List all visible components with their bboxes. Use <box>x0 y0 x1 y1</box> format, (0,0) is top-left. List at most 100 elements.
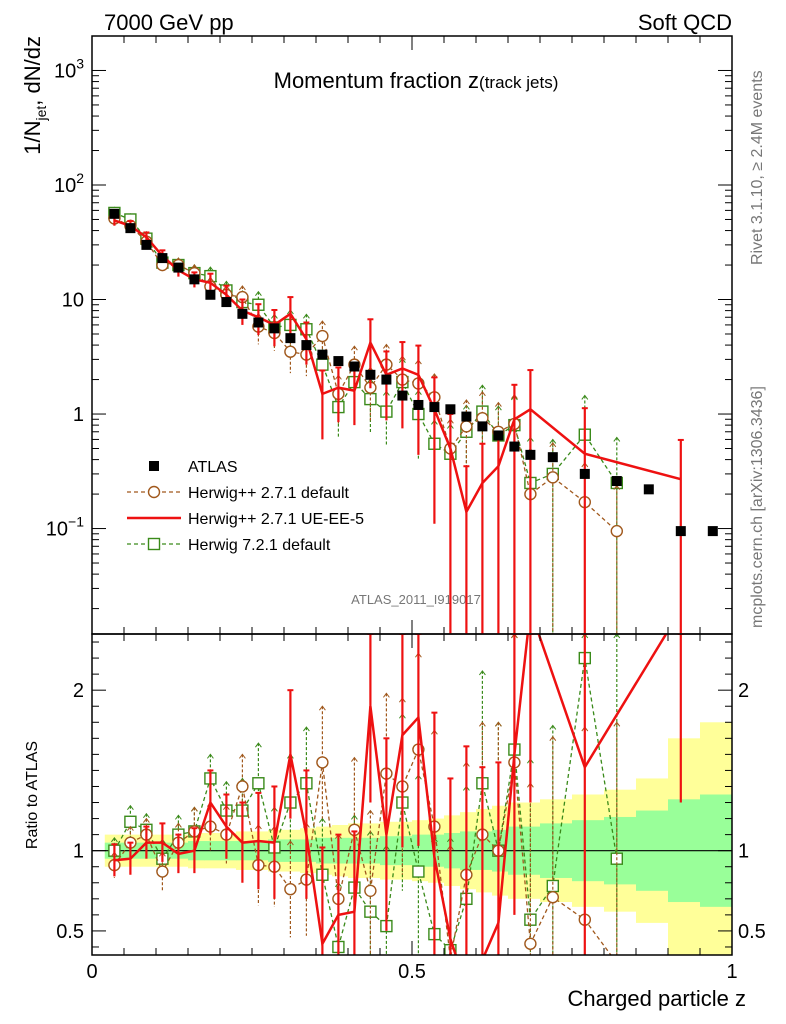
ratio-point <box>316 756 329 769</box>
ratio-error-arrow <box>127 825 134 831</box>
main-ytick-label: 103 <box>54 55 84 82</box>
data-point <box>547 452 558 463</box>
ytick-base: 10 <box>54 60 76 82</box>
data-point <box>525 449 536 460</box>
ratio-error-arrow <box>111 837 118 843</box>
legend-marker <box>147 485 161 499</box>
data-point <box>349 361 360 372</box>
error-arrow <box>613 436 621 442</box>
data-point <box>317 349 328 360</box>
ratio-point <box>252 777 265 790</box>
ratio-error-arrow <box>613 721 621 727</box>
main-ylabel: 1/Njet, dN/dz <box>20 36 49 155</box>
data-point <box>610 524 623 538</box>
ratio-error-arrow <box>367 809 374 815</box>
source-info: mcplots.cern.ch [arXiv:1306.3436] <box>749 386 766 628</box>
ratio-error-arrow <box>175 822 182 828</box>
ratio-error-arrow <box>511 634 518 639</box>
rivet-info: Rivet 3.1.10, ≥ 2.4M events <box>749 70 766 265</box>
series-line <box>114 219 682 516</box>
main-panel: Momentum fraction z(track jets) 1/Njet, … <box>20 35 733 635</box>
data-point <box>365 369 376 380</box>
ytick-base: 10 <box>54 175 76 197</box>
error-arrow <box>383 343 390 349</box>
legend-marker <box>149 461 159 471</box>
ratio-error-arrow <box>549 735 557 742</box>
data-point <box>301 340 312 351</box>
data-point <box>611 476 622 487</box>
data-point <box>413 399 424 410</box>
ratio-series-herwig-7-2-1-default <box>108 634 623 955</box>
ratio-point <box>236 780 249 793</box>
ratio-error-arrow <box>383 692 390 698</box>
series-herwig-2-7-1-default <box>108 212 623 634</box>
ratio-error-arrow <box>319 705 326 711</box>
data-point <box>675 526 686 537</box>
data-point <box>381 374 392 385</box>
ytick-exp: 3 <box>76 55 84 71</box>
legend: ATLAS Herwig++ 2.7.1 default Herwig++ 2.7.… <box>127 459 364 554</box>
analysis-id: ATLAS_2011_I919017 <box>351 592 481 607</box>
ytick-base: 10 <box>46 519 68 541</box>
error-arrow <box>207 266 214 272</box>
main-ytick-label: 102 <box>54 170 84 197</box>
data-point <box>643 484 654 495</box>
ratio-ytick-label-right: 1 <box>738 841 749 863</box>
data-point <box>546 471 559 484</box>
error-arrow <box>549 438 557 444</box>
legend-label: Herwig 7.2.1 default <box>188 537 331 554</box>
ratio-series <box>108 634 684 955</box>
ratio-error-arrow <box>143 812 150 819</box>
main-ytick-label: 1 <box>73 404 84 426</box>
data-point <box>237 308 248 319</box>
ratio-point <box>412 865 425 878</box>
data-point <box>125 223 136 234</box>
ratio-ytick-label-left: 2 <box>73 680 84 702</box>
error-arrow <box>351 345 358 351</box>
ratio-ytick-label-left: 0.5 <box>56 921 84 943</box>
ratio-error-arrow <box>287 840 294 846</box>
data-point <box>157 253 168 264</box>
legend-item-herwig-2-7-1-default: Herwig++ 2.7.1 default <box>127 485 350 502</box>
data-point <box>509 441 520 452</box>
data-point <box>707 526 718 537</box>
xtick-label: 0.5 <box>398 961 426 983</box>
error-arrow <box>303 313 310 319</box>
data-point <box>284 345 297 358</box>
error-arrow <box>479 384 486 390</box>
series-atlas <box>109 208 718 537</box>
main-title: Momentum fraction z(track jets) <box>274 68 559 93</box>
x-axis-label: Charged particle z <box>567 986 746 1011</box>
data-point <box>316 358 329 371</box>
error-arrow <box>223 280 230 286</box>
data-point <box>269 323 280 334</box>
data-point <box>461 411 472 422</box>
data-point <box>109 208 120 219</box>
ratio-error-arrow <box>239 753 246 759</box>
ratio-error-arrow <box>175 814 182 820</box>
data-point <box>253 317 264 328</box>
error-arrow <box>495 405 502 411</box>
ratio-error-arrow <box>581 634 589 639</box>
ratio-error-arrow <box>223 780 230 786</box>
ratio-point <box>524 937 537 950</box>
ratio-ytick-label-right: 0.5 <box>738 921 766 943</box>
data-point <box>429 402 440 413</box>
data-point <box>333 356 344 367</box>
ratio-error-arrow <box>479 670 486 676</box>
ratio-error-arrow <box>191 806 198 812</box>
ratio-error-arrow <box>613 634 621 639</box>
data-point <box>221 297 232 308</box>
ratio-error-arrow <box>127 804 134 811</box>
ratio-ytick-label-left: 1 <box>73 841 84 863</box>
legend-label: ATLAS <box>188 459 238 476</box>
legend-label: Herwig++ 2.7.1 UE-EE-5 <box>188 511 364 528</box>
data-point <box>205 289 216 300</box>
data-point <box>141 239 152 250</box>
xtick-label: 1 <box>726 961 737 983</box>
data-point <box>493 430 504 441</box>
error-arrow <box>581 394 589 400</box>
ratio-series-line <box>114 634 668 955</box>
